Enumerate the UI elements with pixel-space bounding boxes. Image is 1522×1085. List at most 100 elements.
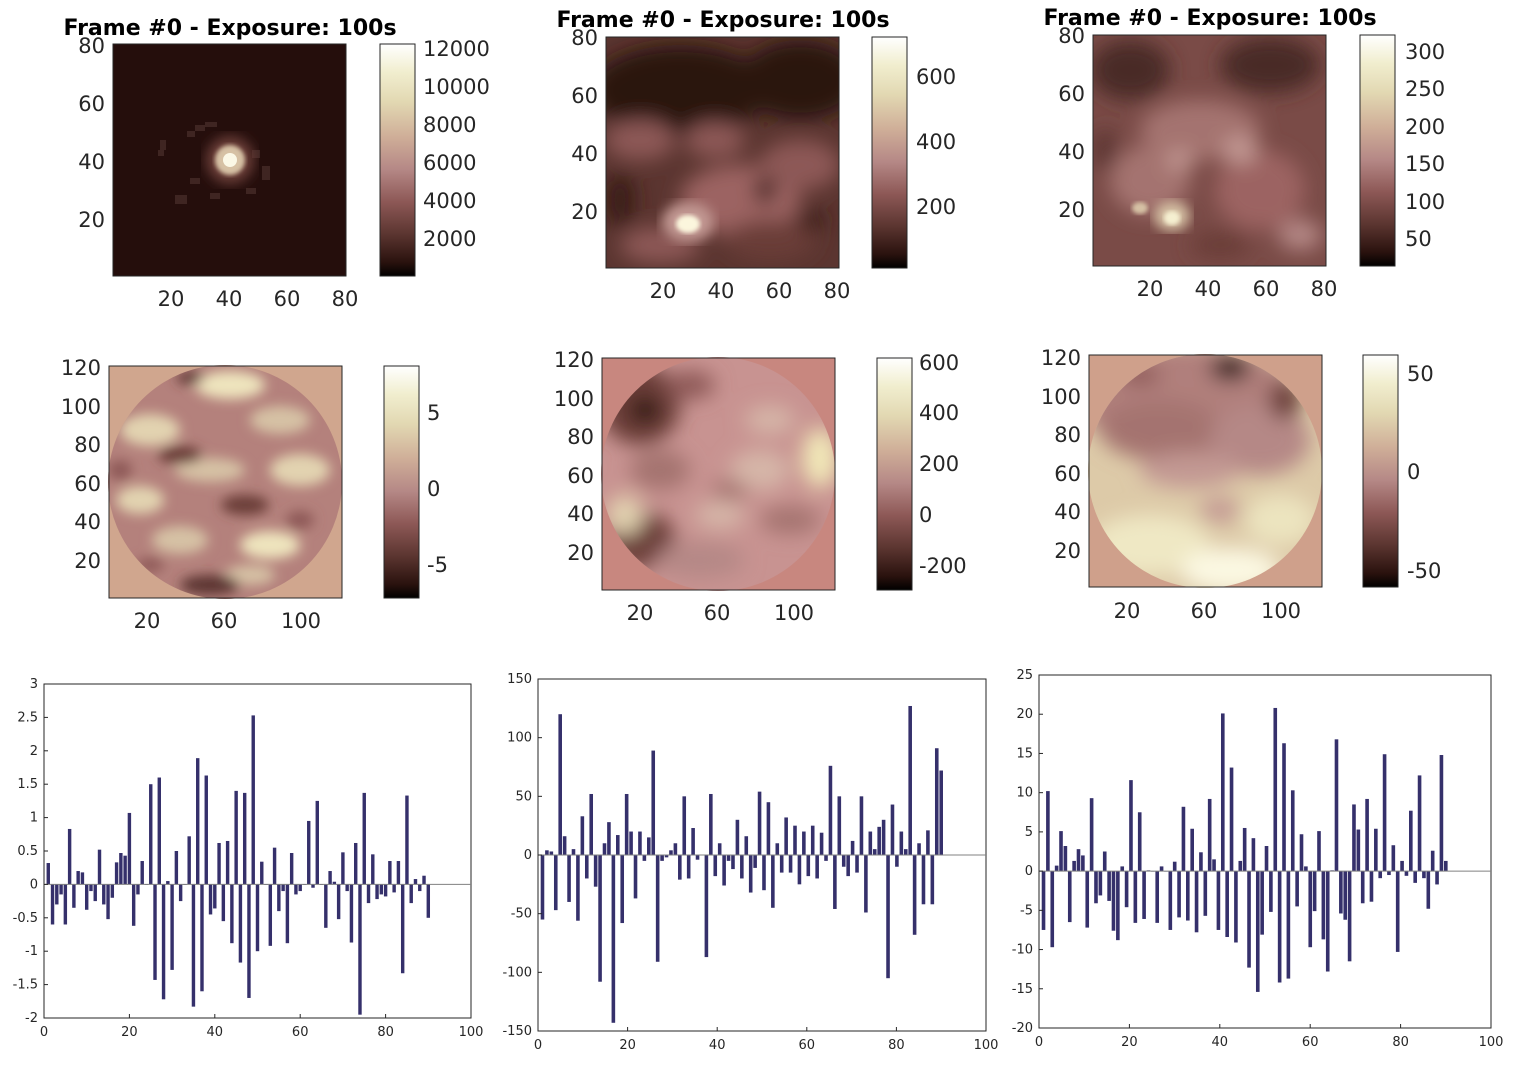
ytick: 80 [78,34,105,58]
bar [634,855,638,898]
bar [187,836,190,884]
x-tick-label: 80 [377,1025,394,1040]
bar [1142,871,1146,919]
colorbar-tick: 0 [919,503,932,527]
bar [427,884,430,917]
bar [354,843,357,884]
y-tick-label: -15 [1012,982,1033,997]
bar [1278,871,1282,982]
xtick: 80 [1311,277,1338,301]
bar [895,855,899,867]
colorbar-tick: 8000 [423,113,476,137]
bar [603,843,607,855]
bar [1435,871,1439,884]
bar [111,884,114,897]
x-tick-label: 40 [709,1038,726,1053]
y-tick-label: 150 [507,672,532,687]
ytick: 40 [571,142,598,166]
bar [1409,811,1413,871]
bar [802,832,806,855]
psf-3-xticks: 20 40 60 80 [1137,277,1338,301]
bar [1422,871,1426,878]
bar [1064,846,1068,871]
bar [1396,871,1400,952]
colorbar-tick: 12000 [423,37,490,61]
bar [678,855,682,880]
y-tick-label: -5 [1020,903,1033,918]
colorbar-tick: 50 [1407,362,1434,386]
bar [749,855,753,893]
bar [744,836,748,855]
bar [47,863,50,884]
bar [643,855,647,861]
bar [842,855,846,867]
bar [554,855,558,910]
xtick: 60 [274,287,301,311]
bar [405,796,408,885]
colorbar-4: -5 0 5 [384,366,448,598]
bar [1134,871,1138,923]
bar [294,884,297,894]
bar [1387,871,1391,875]
x-tick-label: 0 [40,1025,48,1040]
bar [1383,754,1387,871]
y-tick-label: 2.5 [17,710,38,725]
colorbar-tick: 100 [1405,190,1445,214]
colorbar-6: -50 0 50 [1363,355,1441,587]
bar [1265,846,1269,871]
bar [1120,866,1124,871]
bar [1282,743,1286,871]
bar [1326,871,1330,971]
ytick: 80 [1054,423,1081,447]
xtick: 40 [216,287,243,311]
psf-3-yticks: 20 40 60 80 [1058,24,1085,222]
ytick: 40 [78,150,105,174]
x-tick-label: 100 [459,1025,484,1040]
bar [98,850,101,885]
y-tick-label: 3 [30,677,38,692]
bar [1195,871,1199,932]
bar [709,794,713,855]
bar [926,830,930,855]
bar [153,884,156,980]
bar [1243,828,1247,871]
colorbar-tick: 200 [916,195,956,219]
bar [877,827,881,855]
bar [128,813,131,884]
bar [401,884,404,973]
bar [252,715,255,884]
bar [1256,871,1260,992]
xtick: 60 [211,609,238,633]
bar [598,855,602,982]
phase-panel-2: 20 60 100 20 40 60 80 100 120 -200 0 200… [554,348,967,625]
y-tick-label: 1 [30,811,38,826]
y-tick-label: -20 [1012,1021,1033,1036]
bar [638,832,642,855]
xtick: 20 [627,601,654,625]
bar [1304,866,1308,871]
bar [1291,790,1295,871]
bar [358,884,361,1014]
phase-3-yticks: 20 40 60 80 100 120 [1041,346,1081,563]
bar [1046,791,1050,871]
panel-title-1: Frame #0 - Exposure: 100s [63,16,396,41]
bar [281,884,284,891]
colorbar-tick: 2000 [423,227,476,251]
bar [1186,871,1190,920]
x-tick-label: 20 [1121,1035,1138,1050]
bar [1199,852,1203,871]
ytick: 80 [74,433,101,457]
bar [1217,871,1221,930]
bar [1129,780,1133,871]
bar [1190,829,1194,871]
colorbar-tick: -5 [427,553,448,577]
bar [380,884,383,894]
ytick: 120 [554,348,594,372]
bar [612,855,616,1023]
bar [1099,871,1103,895]
coeff-bar-chart-2: 0 20 40 60 80 100 -150 -100 -50 0 50 100 150 [502,672,998,1053]
psf-2-yticks: 20 40 60 80 [571,26,598,224]
ytick: 60 [74,472,101,496]
bar [550,851,554,855]
